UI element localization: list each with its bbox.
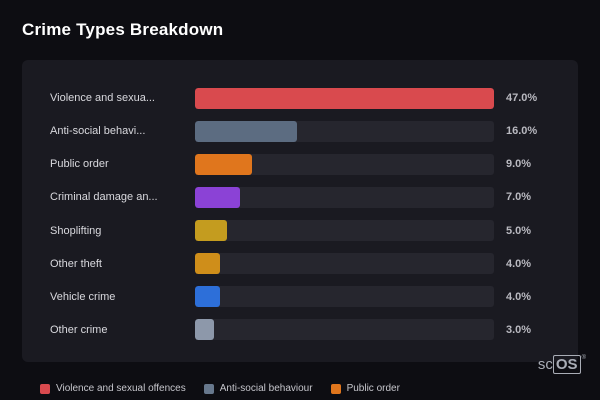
bar-category-label: Violence and sexua... [50, 92, 155, 104]
legend-label: Anti-social behaviour [219, 383, 313, 394]
legend-swatch-icon [203, 383, 214, 394]
page-title: Crime Types Breakdown [22, 20, 224, 39]
bar-track [195, 319, 494, 341]
legend-label: Violence and sexual offences [56, 383, 186, 394]
bar-track [195, 87, 494, 109]
bar-value-label: 4.0% [506, 290, 532, 303]
registered-mark-icon: ® [581, 355, 586, 361]
bar-fill[interactable] [195, 286, 221, 308]
legend-item[interactable]: Anti-social behaviour [203, 383, 313, 394]
legend-item[interactable]: Violence and sexual offences [40, 383, 186, 394]
watermark-boxed: OS [552, 355, 581, 374]
bar-value-label: 7.0% [506, 191, 532, 204]
legend-swatch-icon [40, 383, 50, 394]
bar-track [195, 153, 494, 175]
bar-value-label: 9.0% [506, 158, 532, 171]
legend-swatch-icon [330, 383, 341, 394]
bar-row: Anti-social behavi... 16.0% [50, 119, 550, 143]
bar-fill[interactable] [195, 319, 215, 341]
bar-fill[interactable] [195, 186, 240, 208]
bar-category-label: Criminal damage an... [50, 191, 158, 204]
bar-row: Criminal damage an... 7.0% [50, 185, 550, 209]
bar-rows: Violence and sexua... 47.0% Anti-social … [50, 86, 550, 342]
legend-label: Public order [346, 383, 400, 394]
bar-value-label: 3.0% [506, 323, 532, 336]
bar-fill[interactable] [195, 153, 253, 175]
bar-fill[interactable] [195, 220, 227, 242]
bar-value-label: 4.0% [506, 257, 532, 270]
chart-panel: Violence and sexua... 47.0% Anti-social … [22, 60, 578, 362]
watermark-prefix: sc [537, 356, 553, 373]
bar-fill[interactable] [195, 120, 297, 142]
bar-track [195, 253, 494, 275]
bar-value-label: 47.0% [506, 92, 538, 104]
bar-track [195, 186, 494, 208]
bar-track [195, 120, 494, 142]
legend-item[interactable]: Public order [330, 383, 400, 394]
bar-category-label: Shoplifting [50, 224, 102, 237]
bar-row: Other crime 3.0% [50, 318, 550, 342]
legend: Violence and sexual offences Anti-social… [40, 383, 400, 394]
watermark-logo: sc OS ® [538, 355, 586, 374]
bar-row: Vehicle crime 4.0% [50, 285, 550, 309]
bar-row: Shoplifting 5.0% [50, 219, 550, 243]
bar-row: Violence and sexua... 47.0% [50, 86, 550, 110]
bar-category-label: Other crime [50, 323, 108, 336]
bar-track [195, 286, 494, 308]
bar-track [195, 220, 494, 242]
bar-row: Public order 9.0% [50, 152, 550, 176]
bar-value-label: 16.0% [506, 125, 538, 138]
bar-row: Other theft 4.0% [50, 252, 550, 276]
bar-value-label: 5.0% [506, 224, 532, 237]
bar-category-label: Vehicle crime [50, 290, 116, 303]
bar-fill[interactable] [195, 87, 494, 109]
bar-fill[interactable] [195, 253, 221, 275]
bar-category-label: Public order [50, 158, 109, 171]
bar-category-label: Other theft [50, 257, 102, 270]
bar-category-label: Anti-social behavi... [50, 125, 146, 138]
